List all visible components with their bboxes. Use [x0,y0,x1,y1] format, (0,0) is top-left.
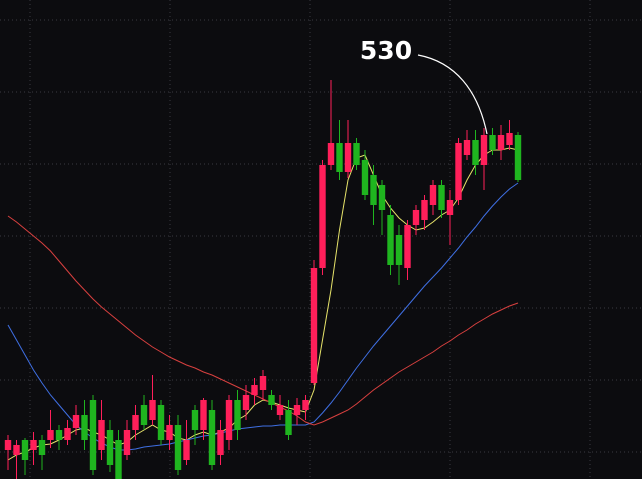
candle-body [89,400,97,470]
candle-body [123,430,131,455]
candle-body [429,185,437,205]
candle-body [13,445,20,455]
candles [4,80,522,479]
candle-body [370,175,377,205]
candle-body [30,440,37,450]
candle-body [157,405,165,440]
candle-body [463,140,471,155]
candle-body [514,135,522,180]
candle-body [251,385,258,395]
candle-body [319,165,326,268]
candle-body [310,268,318,383]
candle-body [98,420,105,450]
candle-body [455,143,462,200]
candle-body [497,135,505,150]
candle-body [302,400,309,410]
candle-body [132,415,139,430]
candle-body [353,143,360,165]
candle-body [285,410,292,435]
candle-body [480,135,488,165]
candle-body [217,430,224,455]
candle-body [276,405,284,415]
candle-body [200,400,207,430]
candle-body [21,440,29,460]
candle-body [421,200,428,220]
candle-body [293,405,301,415]
candle-body [191,410,199,430]
candle-body [4,440,12,450]
candle-body [387,215,394,265]
annotation-leader [417,54,488,135]
candle-body [472,140,479,165]
candle-body [268,395,275,405]
candle-body [140,405,148,425]
candle-body [55,430,63,440]
candle-body [446,200,454,215]
candle-body [336,143,343,172]
candle-body [506,133,513,145]
candle-body [438,185,445,210]
candle-body [47,430,54,440]
candle-body [404,225,411,268]
candle-body [412,210,420,225]
candle-body [259,376,267,390]
candle-body [242,395,250,410]
candle-body [395,235,403,265]
candle-body [72,415,80,428]
candle-body [183,440,190,460]
candle-body [38,440,46,455]
candle-body [489,135,496,150]
candle-body [115,440,122,479]
candle-body [64,428,71,440]
candle-body [149,400,156,420]
candle-body [174,425,182,470]
candle-body [81,415,88,440]
candle-body [166,425,173,440]
annotation: 530 [360,36,412,65]
candle-body [361,160,369,195]
candle-body [234,400,241,430]
candle-body [344,143,352,172]
candle-body [225,400,233,440]
candle-body [327,143,335,165]
candle-body [208,410,216,465]
candle-body [106,430,114,465]
candle-body [378,185,386,210]
